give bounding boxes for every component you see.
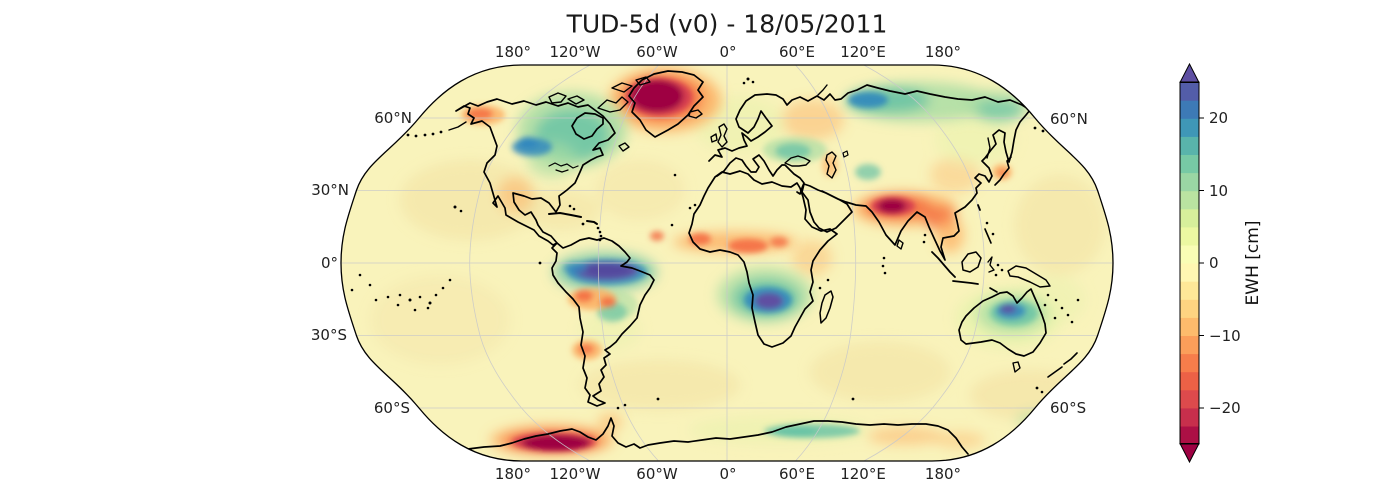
anomaly-field	[461, 68, 1060, 455]
colorbar-lower-arrow	[1179, 443, 1200, 464]
lat-tick-label-left: 30°S	[310, 326, 347, 344]
map-boundary	[340, 64, 1114, 462]
lon-tick-label-bottom: 60°W	[636, 465, 678, 483]
colorbar-tick-label: 10	[1209, 181, 1229, 200]
lon-tick-label-top: 120°W	[549, 43, 601, 61]
island-dots	[350, 77, 1080, 410]
lat-tick-label-left: 0°	[320, 254, 338, 272]
lon-tick-label-top: 0°	[719, 43, 737, 61]
lon-tick-label-top: 180°	[494, 43, 532, 61]
anomaly-black-sea	[763, 137, 881, 180]
lat-tick-label-left: 60°N	[374, 109, 412, 127]
lon-tick-label-top: 60°E	[778, 43, 816, 61]
lon-tick-label-bottom: 120°E	[840, 465, 886, 483]
colorbar	[1179, 62, 1204, 464]
colorbar-upper-arrow	[1179, 62, 1200, 83]
anomaly-east-antarctica	[764, 424, 860, 438]
lon-tick-label-top: 180°	[924, 43, 962, 61]
lat-tick-label-right: 60°N	[1050, 110, 1088, 128]
lat-tick-label-right: 60°S	[1050, 399, 1087, 417]
lon-tick-label-bottom: 180°	[924, 465, 962, 483]
page-title: TUD-5d (v0) - 18/05/2011	[566, 9, 888, 39]
lon-tick-label-bottom: 180°	[494, 465, 532, 483]
colorbar-axis-label: EWH [cm]	[1243, 220, 1263, 306]
lon-tick-label-bottom: 120°W	[549, 465, 601, 483]
graticule	[341, 65, 1113, 461]
coastlines	[448, 70, 1078, 455]
lon-tick-label-bottom: 60°E	[778, 465, 816, 483]
colorbar-tick-label: 20	[1209, 109, 1229, 127]
lat-tick-label-left: 30°N	[311, 181, 349, 199]
lon-tick-label-top: 120°E	[840, 43, 886, 61]
anomaly-us-plains	[512, 137, 552, 156]
colorbar-tick-label: 0	[1209, 254, 1219, 272]
colorbar-ticks-marks	[1199, 117, 1204, 409]
colorbar-tick-label: −10	[1209, 326, 1241, 345]
anomaly-south-america-negatives	[568, 288, 616, 360]
lat-tick-label-left: 60°S	[373, 399, 410, 417]
lon-tick-label-top: 60°W	[636, 43, 678, 61]
colorbar-tick-label: −20	[1209, 399, 1241, 417]
lon-tick-label-bottom: 0°	[719, 465, 737, 483]
